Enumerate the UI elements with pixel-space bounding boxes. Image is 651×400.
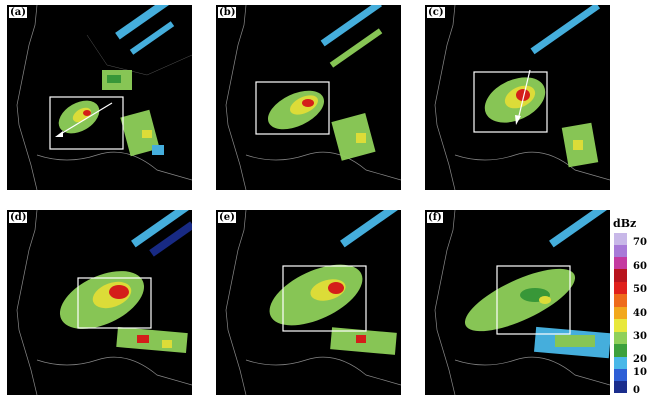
colorbar-tick: 70 [633,237,647,248]
colorbar-segment [614,245,627,257]
panel-label: (b) [218,7,237,18]
radar-panel-c: (c) [425,5,610,190]
colorbar-segment [614,369,627,381]
panel-label: (a) [9,7,27,18]
colorbar-segment [614,294,627,307]
radar-panel-a: (a) [7,5,192,190]
colorbar-segment [614,269,627,282]
colorbar-tick: 0 [633,385,640,396]
radar-image [225,210,401,395]
panel-label: (e) [218,212,236,223]
colorbar-tick: 40 [633,308,647,319]
colorbar-segment [614,233,627,245]
panel-label: (c) [427,7,445,18]
colorbar-tick: 20 [633,354,647,365]
radar-panel-f: (f) [425,210,610,395]
colorbar-tick: 30 [633,331,647,342]
colorbar-segment [614,319,627,332]
colorbar-segment [614,282,627,294]
colorbar [614,233,627,393]
panel-label: (f) [427,212,443,223]
radar-image [434,5,610,190]
radar-image [16,210,192,395]
radar-panel-b: (b) [216,5,401,190]
colorbar-segment [614,381,627,393]
colorbar-segment [614,357,627,369]
colorbar-segment [614,257,627,269]
radar-image [434,210,610,395]
radar-panel-d: (d) [7,210,192,395]
colorbar-segment [614,344,627,357]
colorbar-tick: 50 [633,284,647,295]
colorbar-segment [614,332,627,344]
colorbar-unit: dBz [613,217,637,230]
panel-label: (d) [9,212,28,223]
colorbar-tick: 60 [633,261,647,272]
radar-panel-e: (e) [216,210,401,395]
radar-image [16,5,192,190]
radar-image [225,5,401,190]
colorbar-segment [614,307,627,319]
colorbar-tick: 10 [633,367,647,378]
